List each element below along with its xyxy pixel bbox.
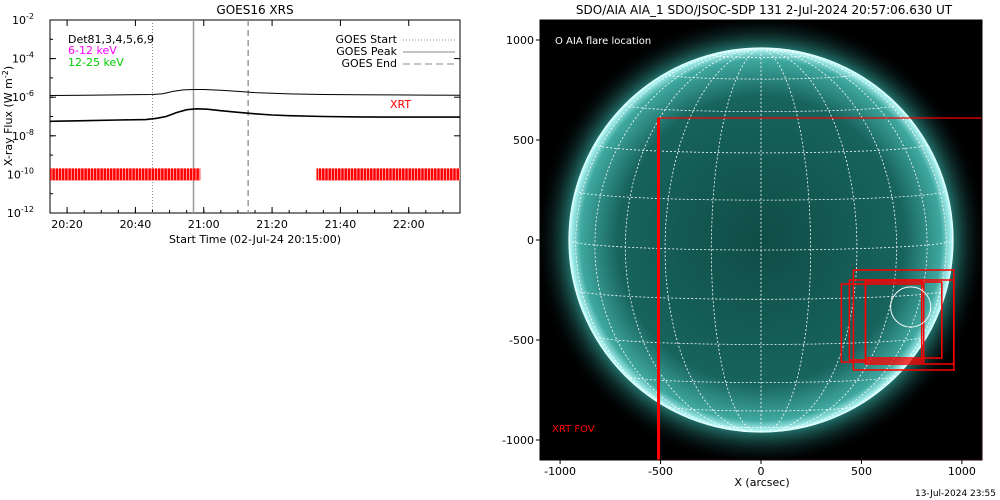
goes-title: GOES16 XRS xyxy=(216,3,293,17)
goes-y-tick-label: 10-4 xyxy=(12,51,34,66)
grid-meridian xyxy=(760,48,928,432)
goes-series-group xyxy=(50,89,460,123)
goes-x-tick-label: 21:40 xyxy=(325,218,357,231)
goes-x-ticks: 20:20 20:40 21:00 21:20 21:40 22:00 xyxy=(49,20,461,231)
goes-event-markers xyxy=(152,20,249,213)
aia-x-axis-label: X (arcsec) xyxy=(734,476,789,489)
xrt-coverage-bar xyxy=(316,168,460,181)
aia-y-ticks: 1000 500 0 -500 -1000 xyxy=(502,34,540,447)
grid-parallel xyxy=(664,73,858,80)
aia-y-tick-label: -1000 xyxy=(502,434,534,447)
aia-y-tick-label: 1000 xyxy=(506,34,534,47)
grid-parallel xyxy=(665,406,857,412)
goes-y-tick-label: 10-10 xyxy=(7,166,34,181)
goes-legend-left: Det81,3,4,5,6,9 6-12 keV 12-25 keV xyxy=(68,33,154,69)
grid-parallel xyxy=(569,239,953,251)
aia-x-tick-label: 1000 xyxy=(948,465,976,478)
grid-parallel xyxy=(594,335,928,345)
goes-series-line-0 xyxy=(50,89,460,96)
grid-parallel xyxy=(624,104,898,112)
goes-y-tick-label: 10-2 xyxy=(12,12,34,27)
xrt-fov-label: XRT FOV xyxy=(552,424,595,435)
aia-legend: O AIA flare location xyxy=(555,36,651,47)
goes-series-line-1 xyxy=(50,107,460,123)
aia-title: SDO/AIA AIA_1 SDO/JSOC-SDP 131 2-Jul-202… xyxy=(576,3,953,17)
grid-meridian xyxy=(760,48,812,432)
grid-parallel xyxy=(712,425,810,429)
aia-x-tick-label: -1000 xyxy=(544,465,576,478)
xrt-fov-box xyxy=(864,281,943,359)
aia-image xyxy=(540,20,982,460)
goes-x-tick-label: 21:00 xyxy=(188,218,220,231)
heliographic-grid xyxy=(569,48,953,432)
xrt-fov-box xyxy=(840,283,925,363)
goes-x-tick-label: 20:20 xyxy=(51,218,83,231)
grid-meridian xyxy=(710,48,762,432)
goes-y-tick-label: 10-6 xyxy=(12,89,34,104)
goes-legend-entry-label: GOES End xyxy=(341,57,397,70)
goes-panel: GOES16 XRS 20:20 20:40 21:00 21:20 21:40 22:0… xyxy=(1,3,461,246)
goes-x-tick-label: 21:20 xyxy=(256,218,288,231)
xrt-fov-box xyxy=(848,279,923,361)
goes-x-tick-label: 20:40 xyxy=(120,218,152,231)
aia-y-tick-label: 0 xyxy=(527,234,534,247)
aia-flare-location-marker xyxy=(890,286,932,328)
xrt-fov-boxes xyxy=(657,117,982,460)
grid-parallel xyxy=(575,190,947,201)
goes-y-axis-label: X-ray Flux (W m-2) xyxy=(1,66,15,166)
grid-meridian xyxy=(594,48,762,432)
aia-x-tick-label: 500 xyxy=(851,465,872,478)
goes-legend-entry-label: GOES Peak xyxy=(336,45,397,58)
legend-12-25-kev: 12-25 keV xyxy=(68,56,124,69)
footer-timestamp: 13-Jul-2024 23:55 xyxy=(915,489,996,499)
grid-parallel xyxy=(710,54,812,58)
goes-x-axis-label: Start Time (02-Jul-24 20:15:00) xyxy=(169,233,341,246)
sun-disk xyxy=(569,48,953,432)
aia-y-tick-label: -500 xyxy=(509,334,534,347)
aia-x-tick-label: -500 xyxy=(648,465,673,478)
goes-legend-entry-label: GOES Start xyxy=(336,33,398,46)
goes-y-tick-label: 10-12 xyxy=(7,205,34,220)
aia-panel: SDO/AIA AIA_1 SDO/JSOC-SDP 131 2-Jul-202… xyxy=(502,3,983,489)
xrt-lightcurve-label: XRT xyxy=(390,98,411,111)
goes-y-tick-label: 10-8 xyxy=(12,128,34,143)
legend-detectors: Det81,3,4,5,6,9 xyxy=(68,33,154,46)
goes-x-tick-label: 22:00 xyxy=(393,218,425,231)
xrt-coverage-bars xyxy=(50,168,460,181)
legend-6-12-kev: 6-12 keV xyxy=(68,44,117,57)
aia-y-tick-label: 500 xyxy=(513,134,534,147)
aia-x-tick-label: 0 xyxy=(758,465,765,478)
grid-parallel xyxy=(575,289,947,300)
xrt-coverage-bar xyxy=(50,168,201,181)
aia-x-ticks: -1000 -500 0 500 1000 xyxy=(544,460,976,478)
sun-limb xyxy=(568,47,954,433)
